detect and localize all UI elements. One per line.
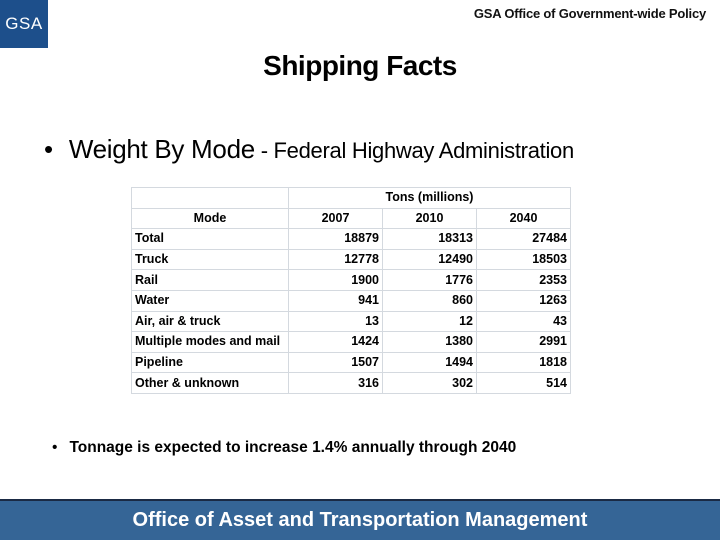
cell-2007: 1424 xyxy=(288,331,383,353)
table-row: Air, air & truck 13 12 43 xyxy=(131,310,571,333)
cell-2040: 2991 xyxy=(476,331,571,353)
cell-mode: Air, air & truck xyxy=(131,310,289,333)
bullet-icon: • xyxy=(44,134,53,164)
cell-mode: Other & unknown xyxy=(131,372,289,394)
cell-2007: 13 xyxy=(288,310,383,333)
bullet-source: Federal Highway Administration xyxy=(273,138,575,163)
cell-2040: 2353 xyxy=(476,269,571,291)
cell-2010: 12 xyxy=(382,310,477,333)
table-row: Water 941 860 1263 xyxy=(131,289,571,312)
cell-2007: 12778 xyxy=(288,248,383,271)
footer-bar: Office of Asset and Transportation Manag… xyxy=(0,499,720,540)
cell-2040: 27484 xyxy=(476,228,571,250)
cell-mode: Pipeline xyxy=(131,351,289,374)
cell-2010: 302 xyxy=(382,372,477,394)
cell-mode: Rail xyxy=(131,269,289,291)
cell-2010: 1776 xyxy=(382,269,477,291)
cell-2010: 1494 xyxy=(382,351,477,374)
slide-title: Shipping Facts xyxy=(263,50,457,81)
column-header-2010: 2010 xyxy=(382,207,477,230)
cell-2040: 18503 xyxy=(476,248,571,271)
cell-2040: 1263 xyxy=(476,289,571,312)
cell-2007: 1507 xyxy=(288,351,383,374)
table-row: Other & unknown 316 302 514 xyxy=(131,372,571,394)
cell-mode: Total xyxy=(131,228,289,250)
gsa-logo: GSA xyxy=(0,0,48,48)
cell-2040: 1818 xyxy=(476,351,571,374)
tonnage-table: Tons (millions) Mode 2007 2010 2040 Tota… xyxy=(131,187,571,394)
table-row: Total 18879 18313 27484 xyxy=(131,228,571,250)
footnote-text: Tonnage is expected to increase 1.4% ann… xyxy=(69,439,517,456)
bullet-separator: - xyxy=(254,138,274,163)
cell-2010: 12490 xyxy=(382,248,477,271)
cell-mode: Truck xyxy=(131,248,289,271)
organization-name: GSA Office of Government-wide Policy xyxy=(473,6,706,21)
bullet-icon: • xyxy=(52,439,58,456)
cell-2010: 860 xyxy=(382,289,477,312)
footnote-bullet: • Tonnage is expected to increase 1.4% an… xyxy=(52,439,516,457)
footer-text: Office of Asset and Transportation Manag… xyxy=(132,509,588,531)
table-row: Multiple modes and mail 1424 1380 2991 xyxy=(131,331,571,353)
table-row: Truck 12778 12490 18503 xyxy=(131,248,571,271)
cell-2040: 43 xyxy=(476,310,571,333)
column-header-mode: Mode xyxy=(131,207,289,230)
cell-2040: 514 xyxy=(476,372,571,394)
cell-2007: 1900 xyxy=(288,269,383,291)
table-row: Pipeline 1507 1494 1818 xyxy=(131,351,571,374)
cell-2010: 1380 xyxy=(382,331,477,353)
table-header-row: Mode 2007 2010 2040 xyxy=(131,207,571,230)
table-group-header: Tons (millions) xyxy=(288,187,571,209)
cell-2007: 18879 xyxy=(288,228,383,250)
column-header-2007: 2007 xyxy=(288,207,383,230)
cell-mode: Multiple modes and mail xyxy=(131,331,289,353)
table-group-header-row: Tons (millions) xyxy=(131,187,571,209)
main-bullet: • Weight By Mode - Federal Highway Admini… xyxy=(44,134,574,165)
column-header-2040: 2040 xyxy=(476,207,571,230)
table-row: Rail 1900 1776 2353 xyxy=(131,269,571,291)
cell-2007: 941 xyxy=(288,289,383,312)
table-header-blank xyxy=(131,187,289,209)
cell-2007: 316 xyxy=(288,372,383,394)
cell-mode: Water xyxy=(131,289,289,312)
bullet-heading: Weight By Mode xyxy=(68,134,255,164)
cell-2010: 18313 xyxy=(382,228,477,250)
